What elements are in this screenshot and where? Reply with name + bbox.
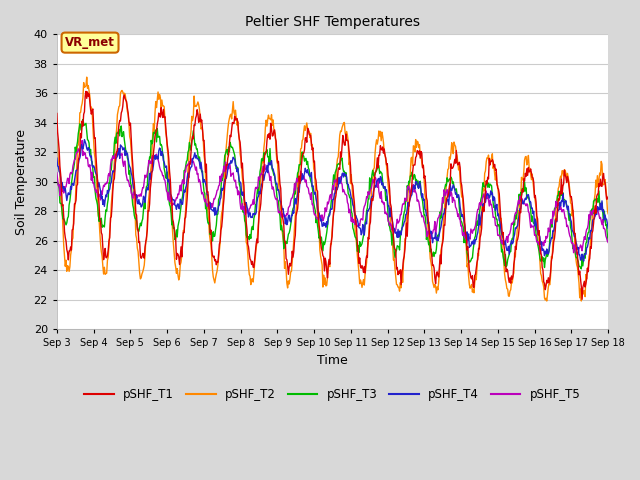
pSHF_T3 (120, 137, 128, 143)
Title: Peltier SHF Temperatures: Peltier SHF Temperatures (245, 15, 420, 29)
pSHF_T2 (177, 262, 184, 267)
pSHF_T2 (63, 268, 70, 274)
pSHF_T2 (543, 298, 550, 304)
pSHF_T4 (81, 137, 88, 143)
pSHF_T2 (604, 211, 612, 216)
pSHF_T1 (401, 253, 408, 259)
pSHF_T4 (120, 145, 128, 151)
pSHF_T5 (78, 138, 86, 144)
pSHF_T2 (205, 231, 213, 237)
pSHF_T4 (177, 196, 184, 202)
Line: pSHF_T4: pSHF_T4 (57, 140, 608, 261)
pSHF_T4 (580, 258, 588, 264)
Y-axis label: Soil Temperature: Soil Temperature (15, 129, 28, 235)
pSHF_T2 (401, 254, 408, 260)
pSHF_T5 (417, 209, 424, 215)
pSHF_T3 (577, 266, 585, 272)
pSHF_T4 (205, 199, 213, 205)
pSHF_T4 (417, 181, 424, 187)
pSHF_T4 (604, 226, 612, 231)
pSHF_T1 (177, 254, 184, 260)
pSHF_T2 (53, 136, 61, 142)
Line: pSHF_T5: pSHF_T5 (57, 141, 608, 254)
pSHF_T3 (177, 210, 184, 216)
pSHF_T4 (63, 198, 70, 204)
pSHF_T1 (578, 297, 586, 302)
Line: pSHF_T1: pSHF_T1 (57, 91, 608, 300)
pSHF_T3 (604, 238, 612, 243)
pSHF_T5 (573, 252, 580, 257)
pSHF_T3 (401, 210, 408, 216)
pSHF_T2 (83, 74, 91, 80)
pSHF_T1 (604, 194, 612, 200)
X-axis label: Time: Time (317, 354, 348, 367)
pSHF_T3 (417, 178, 424, 184)
pSHF_T5 (604, 240, 612, 245)
Line: pSHF_T3: pSHF_T3 (57, 120, 608, 269)
pSHF_T5 (205, 206, 213, 212)
pSHF_T3 (79, 117, 87, 122)
pSHF_T5 (401, 201, 408, 207)
pSHF_T1 (120, 92, 128, 98)
pSHF_T3 (53, 179, 61, 184)
Line: pSHF_T2: pSHF_T2 (57, 77, 608, 301)
pSHF_T5 (63, 180, 70, 185)
pSHF_T5 (177, 182, 184, 188)
pSHF_T1 (53, 110, 61, 116)
pSHF_T2 (120, 90, 128, 96)
pSHF_T5 (120, 158, 128, 164)
pSHF_T1 (417, 155, 424, 161)
pSHF_T1 (63, 247, 70, 252)
pSHF_T5 (53, 170, 61, 176)
pSHF_T2 (417, 153, 424, 158)
pSHF_T4 (53, 155, 61, 161)
pSHF_T1 (205, 212, 213, 218)
pSHF_T4 (401, 219, 408, 225)
Legend: pSHF_T1, pSHF_T2, pSHF_T3, pSHF_T4, pSHF_T5: pSHF_T1, pSHF_T2, pSHF_T3, pSHF_T4, pSHF… (80, 383, 585, 406)
Text: VR_met: VR_met (65, 36, 115, 49)
pSHF_T3 (63, 220, 70, 226)
pSHF_T1 (82, 88, 90, 94)
pSHF_T3 (205, 219, 213, 225)
